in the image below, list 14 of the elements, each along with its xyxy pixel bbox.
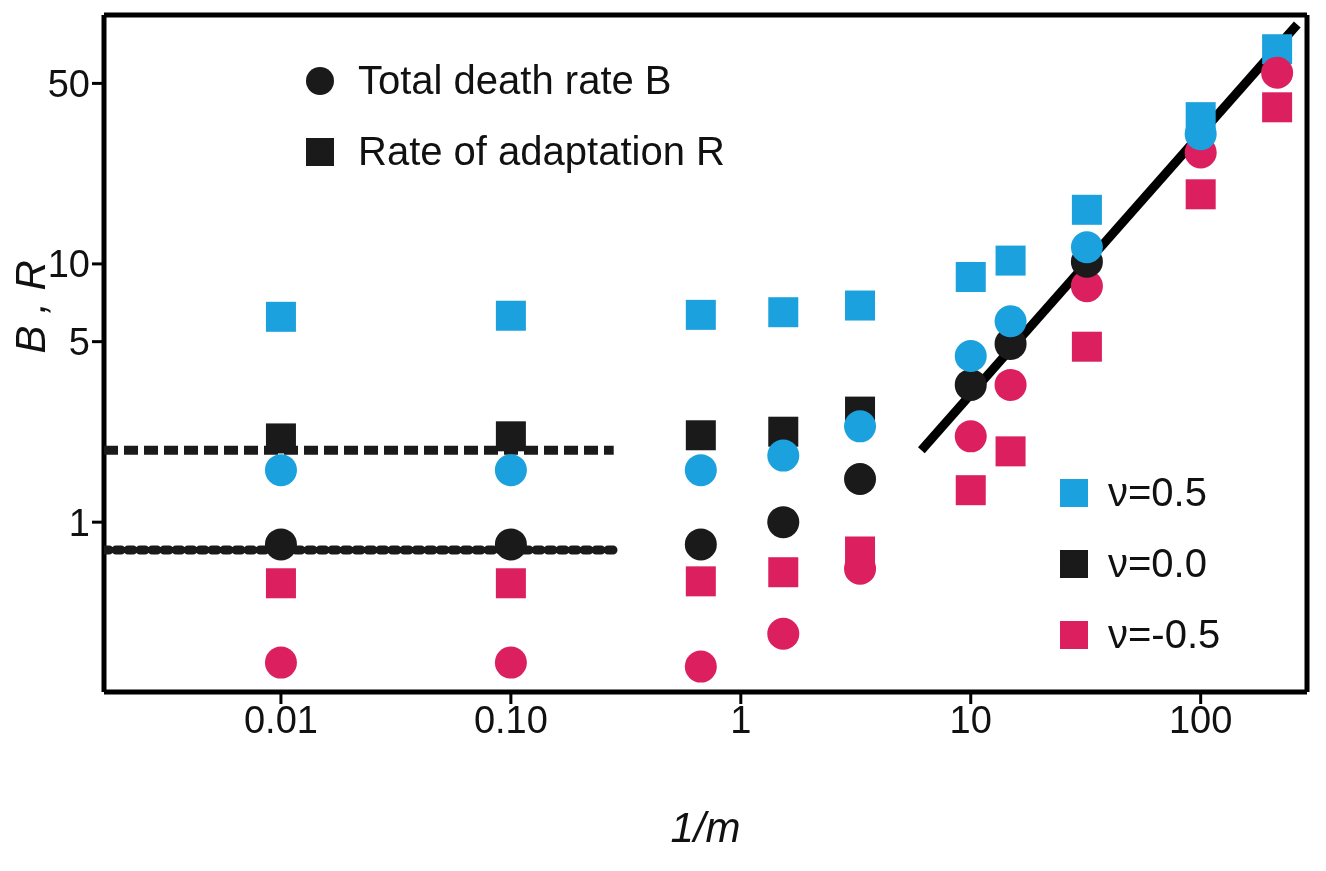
annotation: ν=0.0 — [1108, 541, 1207, 586]
annotation: Total death rate B — [358, 58, 672, 103]
y-tick-label: 1 — [68, 501, 90, 544]
x-axis-title: 1/m — [670, 804, 741, 851]
x-tick-label: 100 — [1168, 698, 1233, 741]
x-tick-label: 1 — [730, 698, 752, 741]
annotation: ν=-0.5 — [1108, 612, 1221, 657]
x-tick-label: 0.01 — [243, 698, 318, 741]
x-tick-label: 0.10 — [473, 698, 548, 741]
y-tick-label: 50 — [47, 62, 90, 105]
x-tick-label: 10 — [949, 698, 992, 741]
y-tick-label: 5 — [68, 321, 90, 364]
annotation: Rate of adaptation R — [358, 129, 725, 174]
annotation: ν=0.5 — [1108, 470, 1207, 515]
